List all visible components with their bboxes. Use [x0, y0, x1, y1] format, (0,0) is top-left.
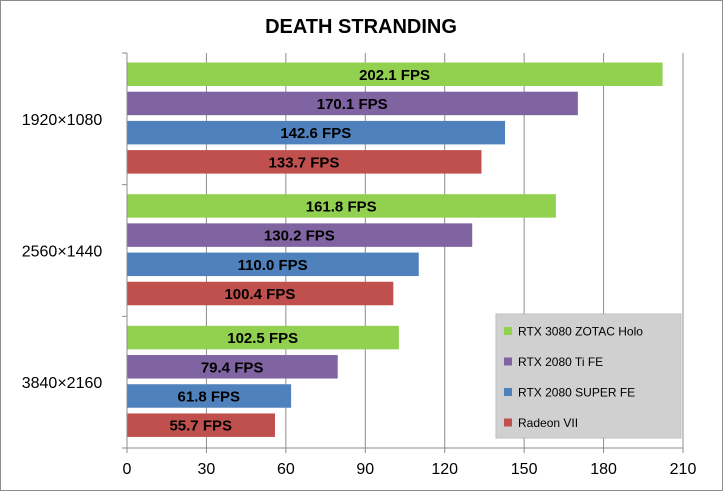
bar-value-label: 61.8 FPS: [178, 388, 241, 405]
legend-label: RTX 3080 ZOTAC Holo: [518, 325, 643, 339]
x-tick-label: 210: [670, 461, 697, 478]
bar: [127, 252, 419, 277]
x-tick-label: 120: [431, 461, 458, 478]
bars: [127, 62, 663, 437]
legend-swatch: [504, 327, 512, 335]
legend-swatch: [504, 357, 512, 366]
legend-label: RTX 2080 SUPER FE: [518, 386, 635, 400]
bar-value-label: 79.4 FPS: [201, 359, 264, 376]
bar-value-label: 110.0 FPS: [238, 257, 308, 274]
chart-title: DEATH STRANDING: [265, 16, 457, 38]
x-tick-label: 0: [123, 461, 132, 478]
bar: [127, 91, 578, 116]
bar-value-label: 170.1 FPS: [317, 96, 388, 113]
category-label: 1920×1080: [22, 112, 103, 129]
legend-swatch: [504, 418, 512, 427]
bar-value-label: 133.7 FPS: [269, 154, 340, 171]
bar-value-label: 55.7 FPS: [169, 418, 232, 435]
bar-value-label: 100.4 FPS: [224, 286, 295, 303]
legend-label: RTX 2080 Ti FE: [518, 355, 603, 369]
bar: [127, 281, 394, 306]
x-tick-label: 30: [198, 461, 216, 478]
bar: [127, 62, 663, 86]
legend-box: [495, 313, 682, 439]
bar-value-label: 102.5 FPS: [227, 330, 298, 347]
bar: [127, 413, 275, 437]
bar: [127, 355, 338, 379]
bar-value-label: 161.8 FPS: [306, 198, 377, 215]
category-label: 2560×1440: [22, 244, 103, 261]
bar: [127, 150, 482, 174]
bar: [127, 120, 506, 145]
x-tick-label: 90: [356, 461, 374, 478]
bar: [127, 223, 473, 247]
x-tick-label: 180: [590, 461, 617, 478]
x-tick-label: 150: [511, 461, 538, 478]
legend-swatch: [504, 388, 512, 396]
bar: [127, 194, 556, 218]
bar-value-label: 142.6 FPS: [280, 125, 351, 142]
bar: [127, 325, 399, 350]
axes: [122, 52, 684, 453]
x-tick-label: 60: [277, 461, 295, 478]
x-tick-labels: 0 30 60 90 120 150 180 210: [123, 461, 697, 478]
bar: [127, 384, 292, 408]
data-labels: 202.1 FPS 170.1 FPS 142.6 FPS 133.7 FPS 161.…: [169, 67, 430, 435]
bar-value-label: 202.1 FPS: [359, 67, 430, 84]
legend: RTX 3080 ZOTAC Holo RTX 2080 Ti FE RTX 208…: [495, 313, 682, 439]
bar-value-label: 130.2 FPS: [264, 228, 335, 245]
category-label: 3840×2160: [22, 375, 103, 392]
legend-label: Radeon VII: [518, 416, 578, 430]
category-labels: 1920×1080 2560×1440 3840×2160: [22, 112, 103, 392]
